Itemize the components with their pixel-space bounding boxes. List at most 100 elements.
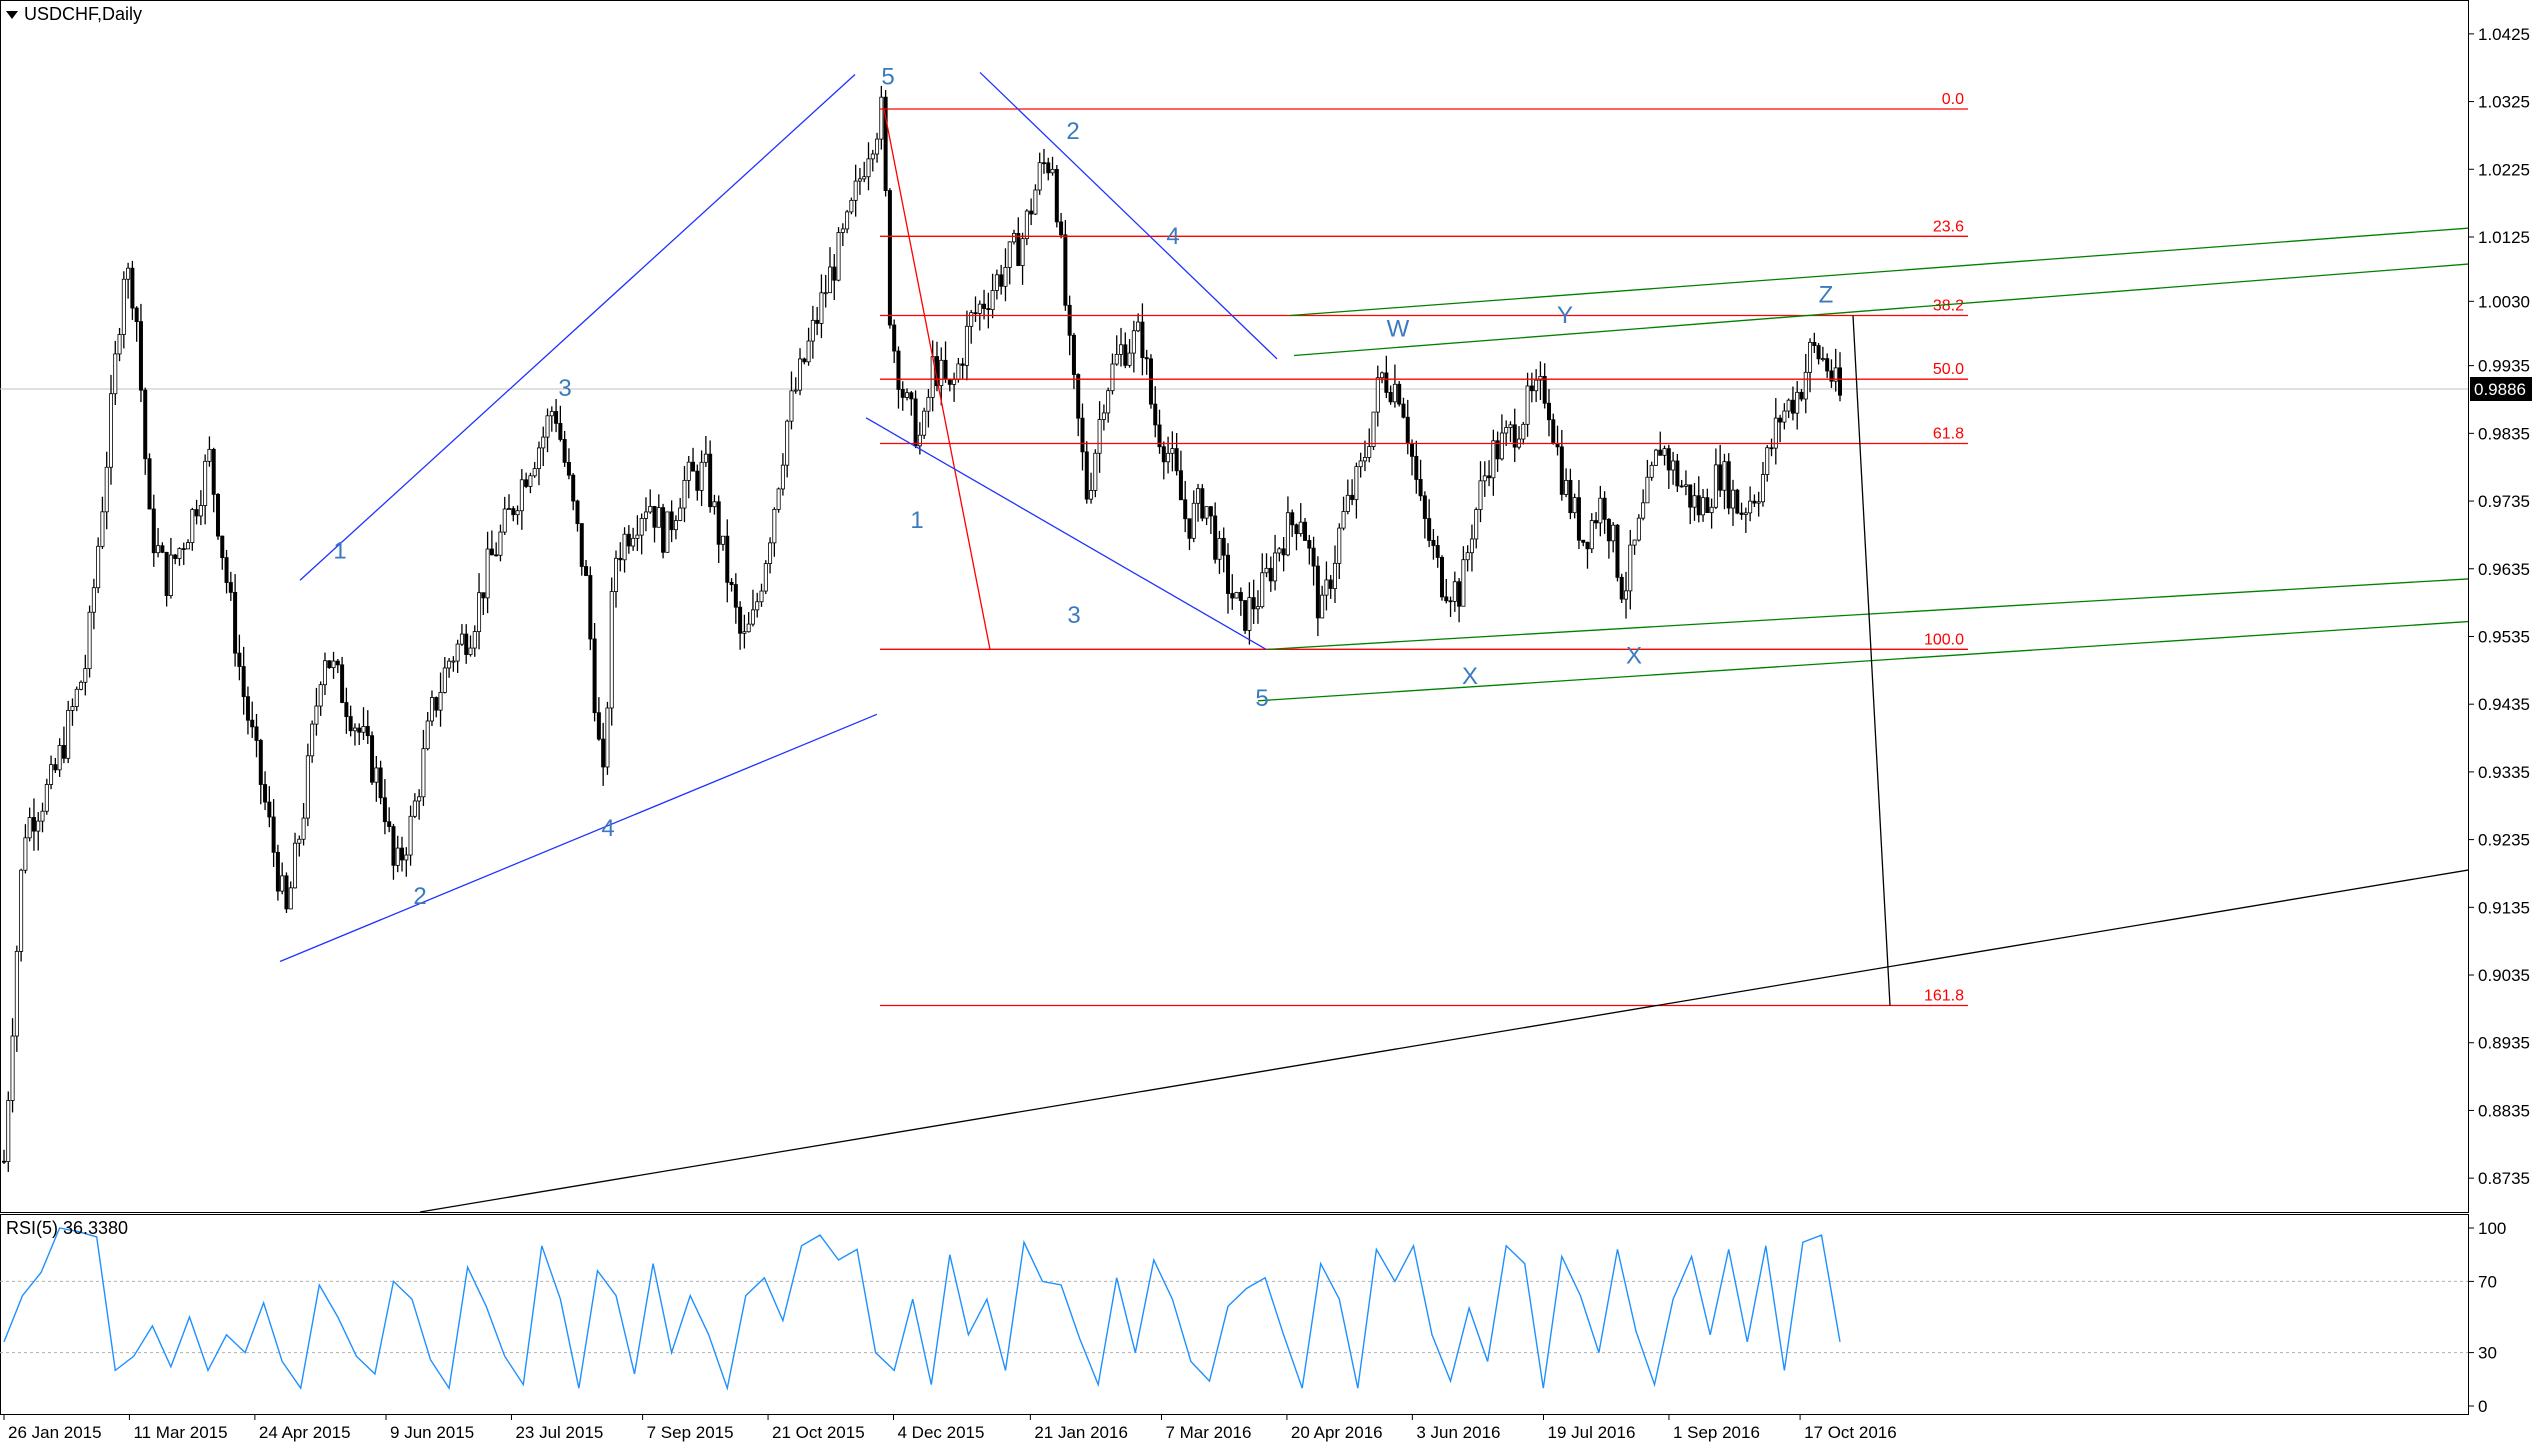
candle-body — [1803, 371, 1808, 400]
candle-body — [1007, 241, 1012, 268]
candle-body — [541, 436, 546, 449]
candle-body — [365, 726, 370, 737]
candle-body — [1465, 552, 1470, 561]
candle-body — [1341, 511, 1346, 529]
candle-body — [207, 448, 212, 462]
candle-body — [1658, 449, 1663, 456]
time-tick-label: 7 Mar 2016 — [1165, 1423, 1251, 1442]
candle-body — [1187, 518, 1192, 539]
candle-body — [742, 631, 747, 634]
candle-body — [571, 474, 576, 502]
candle-body — [1221, 537, 1226, 556]
candle-body — [1435, 545, 1440, 558]
candle-body — [720, 535, 725, 545]
candle-body — [755, 601, 760, 611]
candle-body — [318, 684, 323, 707]
time-tick-label: 7 Sep 2015 — [647, 1423, 734, 1442]
candle-body — [1705, 497, 1710, 513]
candle-body — [1499, 432, 1504, 460]
candle-body — [425, 720, 430, 750]
candle-body — [151, 508, 156, 554]
candle-body — [1191, 502, 1196, 539]
price-tick-label: 1.0125 — [2478, 228, 2530, 247]
time-tick-label: 17 Oct 2016 — [1804, 1423, 1897, 1442]
candle-body — [549, 411, 554, 417]
candle-body — [1713, 464, 1718, 508]
candle-body — [665, 511, 670, 553]
candle-body — [763, 563, 768, 592]
candle-body — [558, 422, 563, 440]
candle-body — [1615, 524, 1620, 578]
candle-body — [301, 817, 306, 840]
candle-body — [1418, 479, 1423, 497]
candle-body — [429, 697, 434, 722]
candle-body — [198, 505, 203, 517]
candle-body — [1016, 232, 1021, 266]
candle-body — [1474, 509, 1479, 540]
chart-title[interactable]: USDCHF,Daily — [6, 4, 142, 25]
candle-body — [1782, 410, 1787, 423]
price-tick-label: 0.8935 — [2478, 1034, 2530, 1053]
candle-body — [190, 509, 195, 543]
candle-body — [969, 312, 974, 327]
candle-body — [1726, 461, 1731, 509]
candle-body — [1273, 552, 1278, 582]
wave-label: W — [1387, 316, 1410, 343]
candle-body — [913, 398, 918, 447]
candle-body — [1204, 506, 1209, 519]
candle-body — [1504, 427, 1509, 434]
dropdown-triangle-icon[interactable] — [6, 10, 18, 19]
candle-body — [70, 706, 75, 711]
price-tick-label: 0.9435 — [2478, 695, 2530, 714]
current-price-tag: 0.9886 — [2474, 380, 2526, 399]
main-chart-frame — [0, 0, 2469, 1213]
candle-body — [1679, 485, 1684, 488]
candle-body — [1752, 500, 1757, 504]
candle-body — [1602, 497, 1607, 520]
candle-body — [1123, 344, 1128, 366]
fib-anchor-line — [883, 108, 991, 650]
time-tick-label: 19 Jul 2016 — [1548, 1423, 1636, 1442]
candle-body — [57, 745, 62, 771]
candle-body — [1512, 424, 1517, 448]
candle-body — [973, 312, 978, 315]
candle-body — [228, 582, 233, 593]
candle-body — [849, 199, 854, 213]
candle-body — [241, 666, 246, 698]
rsi-chart-frame — [0, 1214, 2469, 1415]
candle-body — [1166, 452, 1171, 463]
time-tick-label: 23 Jul 2015 — [515, 1423, 603, 1442]
candle-body — [1131, 330, 1136, 354]
candle-body — [1063, 234, 1068, 306]
candle-body — [1020, 238, 1025, 266]
candle-body — [1632, 539, 1637, 546]
candle-body — [74, 688, 79, 707]
candle-body — [485, 548, 490, 599]
candle-body — [1649, 464, 1654, 478]
candle-body — [793, 389, 798, 392]
candle-body — [798, 358, 803, 391]
price-axis: 1.0425 1.0325 1.0225 1.0125 1.0030 0.9935 0.98… — [2468, 25, 2530, 1188]
candle-body — [656, 507, 661, 528]
candle-body — [1688, 484, 1693, 508]
candle-body — [1033, 189, 1038, 215]
candle-body — [729, 581, 734, 585]
candle-body — [233, 591, 238, 654]
candle-body — [802, 358, 807, 363]
candle-body — [1311, 547, 1316, 567]
candle-body — [887, 190, 892, 326]
candle-body — [746, 623, 751, 633]
candle-body — [96, 545, 101, 589]
candle-body — [130, 267, 135, 309]
candle-body — [823, 292, 828, 295]
candle-body — [1808, 341, 1813, 373]
candle-body — [66, 710, 71, 759]
candle-body — [1765, 447, 1770, 475]
candle-body — [819, 292, 824, 324]
candle-body — [866, 158, 871, 178]
candle-body — [1226, 554, 1231, 594]
time-tick-label: 11 Mar 2015 — [133, 1423, 227, 1442]
channel-line — [1293, 263, 2469, 357]
candle-body — [1230, 593, 1235, 599]
candle-body — [391, 826, 396, 866]
